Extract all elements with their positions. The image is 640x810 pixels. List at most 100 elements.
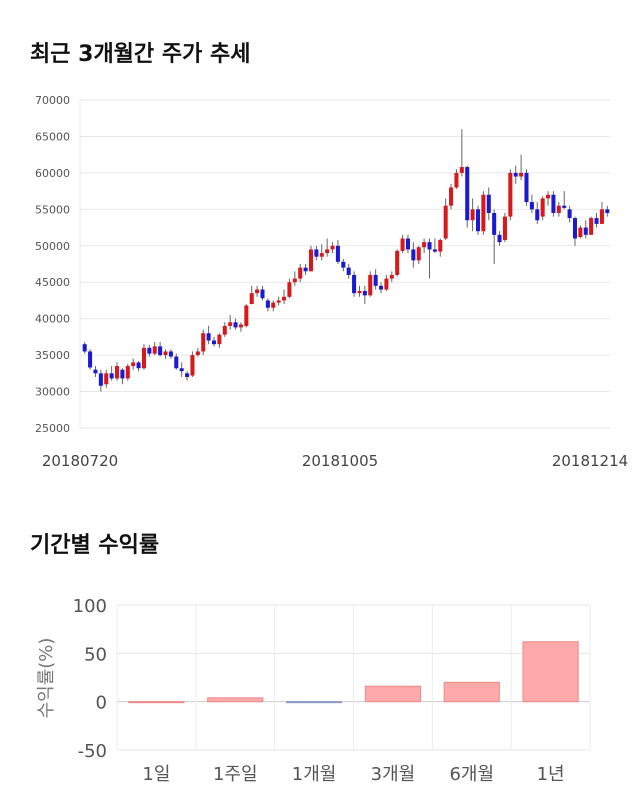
return-bar [364,685,422,703]
x-tick-label: 1일 [142,764,170,785]
candle-body [211,340,217,345]
return-bar [522,641,579,703]
candle-body [141,347,146,369]
candle-body [368,274,373,296]
candle-body [362,290,367,296]
candle-body [255,289,260,294]
candle-body [524,172,529,203]
x-tick-label: 1개월 [292,764,337,785]
x-tick-label: 3개월 [371,764,416,785]
candle-body [556,205,561,213]
candle-body [217,334,222,345]
y-tick-label: 70000 [35,94,70,107]
return-bar [443,681,500,703]
candle-body [238,324,243,328]
y-tick-label: 50000 [35,240,70,253]
candle-body [233,322,238,328]
candle-body [599,209,604,224]
candle-body [411,249,416,261]
candle-body [589,218,594,235]
candle-body [98,373,103,386]
y-tick-label: 35000 [35,349,70,362]
candle-body [109,373,114,379]
candle-body [271,302,276,308]
candle-body [395,250,400,275]
y-tick-label: 65000 [35,130,70,143]
return-bar [128,701,185,704]
candle-body [341,261,346,268]
candle-body [115,366,120,379]
candle-body [206,333,211,341]
candle-body [201,333,206,352]
candle-body [179,368,184,372]
candle-body [335,245,340,262]
y-tick-label: 100 [73,596,107,617]
candle-body [292,278,297,283]
candle-body [562,205,567,208]
candle-body [400,238,405,251]
candle-body [519,172,524,177]
candle-body [308,249,313,272]
x-tick-label: 20180720 [42,452,118,470]
candle-body [379,285,384,290]
candle-body [470,209,475,221]
x-tick-label: 1년 [537,764,565,785]
candle-body [287,282,292,297]
candle-body [131,362,136,367]
candle-body [535,209,540,221]
candle-body [459,167,464,173]
candle-body [265,300,270,308]
y-tick-label: 50 [84,644,107,665]
candle-body [405,238,410,250]
candle-body [465,167,470,221]
y-tick-label: 40000 [35,313,70,326]
x-tick-label: 1주일 [213,764,258,785]
candle-body [120,369,125,379]
candle-body [303,267,308,272]
candle-body [567,209,572,219]
candle-body [454,172,459,188]
candle-body [389,274,394,279]
candle-body [244,305,249,326]
return-bar [285,701,343,704]
candle-body [249,293,254,305]
candle-body [82,344,87,352]
candle-body [152,346,157,354]
y-tick-label: -50 [78,741,107,762]
candle-body [260,289,265,299]
candle-body [158,346,163,356]
candle-body [572,218,577,239]
candle-body [104,373,109,385]
candle-body [578,227,583,238]
candle-body [136,362,141,369]
candle-body [174,356,179,369]
candle-body [427,242,432,250]
candle-body [195,351,200,356]
candle-body [540,198,545,217]
candle-body [373,274,378,286]
candle-body [282,296,287,301]
candle-body [422,242,427,248]
candle-body [168,351,173,357]
y-tick-label: 0 [96,693,107,714]
y-tick-label: 25000 [35,422,70,435]
candle-body [276,300,281,303]
candle-body [325,249,330,254]
candle-body [513,172,518,177]
candle-body [88,351,93,368]
return-bar [207,697,264,703]
candle-body [222,325,227,335]
y-tick-label: 55000 [35,203,70,216]
candle-body [93,369,98,374]
y-axis-label: 수익률(%) [36,638,57,719]
candle-body [352,274,357,294]
candle-body [319,253,324,257]
candle-body [228,322,233,326]
y-tick-label: 60000 [35,167,70,180]
y-tick-label: 45000 [35,276,70,289]
candle-body [449,187,454,206]
candle-body [147,347,152,354]
candle-body [432,249,437,252]
candle-body [481,194,486,232]
